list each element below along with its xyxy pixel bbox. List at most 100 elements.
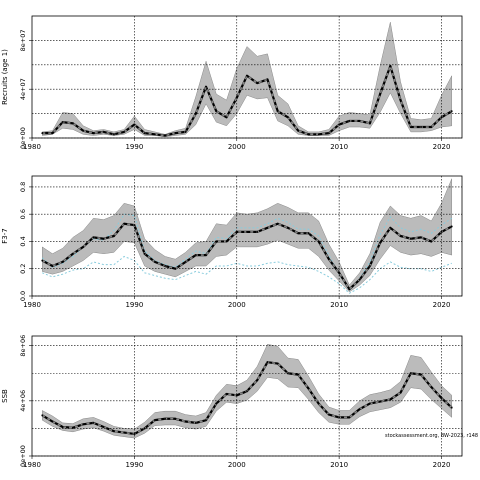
ssb-point <box>338 416 341 419</box>
fishing-mortality-point <box>82 246 85 248</box>
fishing-mortality-y-tick-label: 0.2 <box>19 264 27 274</box>
ssb-point <box>399 391 402 394</box>
fishing-mortality-point <box>92 236 95 239</box>
ssb-point <box>225 393 228 395</box>
fishing-mortality-point <box>235 231 238 233</box>
recruits-confidence-band <box>41 22 453 138</box>
fishing-mortality-point <box>205 254 207 256</box>
ssb-point <box>297 373 300 376</box>
recruits-y-tick-label: 8e+07 <box>19 29 27 51</box>
ssb-point <box>358 408 361 411</box>
ssb-point <box>133 433 136 435</box>
fishing-mortality-point <box>430 240 433 243</box>
recruits-point <box>133 123 136 126</box>
ssb-plot-frame <box>31 335 463 457</box>
ssb-point <box>184 420 187 423</box>
fishing-mortality-confidence-band <box>41 178 453 293</box>
ssb-point <box>123 431 126 434</box>
watermark: stockassessment.org, BW-2023, r148 <box>385 433 478 439</box>
fishing-mortality-point <box>72 252 74 255</box>
recruits-point <box>184 131 187 133</box>
fishing-mortality-point <box>225 240 228 243</box>
fishing-mortality-point <box>399 235 402 237</box>
recruits-point <box>246 74 248 77</box>
recruits-point <box>389 65 392 67</box>
recruits-point <box>215 110 218 113</box>
recruits-x-tick-label: 2010 <box>330 143 348 151</box>
fishing-mortality-point <box>450 225 453 228</box>
recruits-x-tick-label: 1980 <box>23 143 41 151</box>
fishing-mortality-point <box>338 271 341 274</box>
fishing-mortality-y-tick-label: 0.0 <box>19 291 27 301</box>
recruits-point <box>153 133 156 136</box>
recruits-point <box>72 122 74 125</box>
fishing-mortality-point <box>41 259 44 262</box>
recruits-point <box>440 116 443 119</box>
ssb-point <box>51 420 54 423</box>
recruits-point <box>409 126 412 128</box>
fishing-mortality-obs-lower-line <box>42 255 452 294</box>
ssb-point <box>409 372 412 375</box>
recruits-point <box>174 132 177 135</box>
fishing-mortality-point <box>143 252 146 255</box>
recruits-point <box>420 126 422 128</box>
ssb-point <box>235 394 238 397</box>
recruits-point <box>266 78 269 81</box>
fishing-mortality-point <box>215 240 218 243</box>
fishing-mortality-plot-frame <box>31 175 463 297</box>
fishing-mortality-panel: 1980 1990 2000 2010 2020 0.0 0.2 0.4 0.6 0.8 F3-7 <box>1 175 463 309</box>
recruits-point <box>164 134 166 137</box>
recruits-point <box>41 132 44 135</box>
fishing-mortality-point <box>61 261 64 263</box>
ssb-point <box>317 402 320 405</box>
fishing-mortality-point <box>358 278 361 281</box>
ssb-point <box>164 417 166 420</box>
recruits-point <box>194 112 197 115</box>
recruits-point <box>51 132 54 135</box>
recruits-x-tick-label: 2020 <box>433 143 451 151</box>
ssb-point <box>174 417 177 420</box>
ssb-point <box>41 414 44 417</box>
recruits-point <box>379 93 381 95</box>
recruits-point <box>358 120 361 122</box>
fishing-mortality-point <box>51 265 54 267</box>
fishing-mortality-point <box>184 261 187 263</box>
ssb-point <box>276 362 279 365</box>
fishing-mortality-y-tick-label: 0.6 <box>19 209 27 219</box>
recruits-y-tick-label: 0e+00 <box>19 127 27 149</box>
ssb-x-tick-label: 1990 <box>125 461 143 469</box>
recruits-point <box>113 133 115 136</box>
ssb-y-tick-label: 0e+00 <box>19 445 27 467</box>
fishing-mortality-point <box>297 232 300 235</box>
fishing-mortality-point <box>266 226 269 229</box>
recruits-point <box>297 129 300 132</box>
fishing-mortality-point <box>420 236 422 239</box>
ssb-point <box>246 390 248 393</box>
ssb-point <box>379 400 381 403</box>
fishing-mortality-x-tick-label: 1990 <box>125 301 143 309</box>
recruits-point <box>205 85 207 88</box>
recruits-point <box>225 116 228 119</box>
fishing-mortality-point <box>287 226 289 229</box>
ssb-point <box>287 372 289 375</box>
recruits-point <box>256 82 259 84</box>
ssb-panel: 1980 1990 2000 2010 2020 0e+00 4e+06 8e+06 SSB <box>1 335 463 469</box>
ssb-point <box>205 419 207 422</box>
ssb-point <box>153 419 156 422</box>
recruits-point <box>92 132 95 135</box>
ssb-point <box>61 426 64 428</box>
ssb-y-tick-label: 8e+06 <box>19 335 27 357</box>
fishing-mortality-point <box>328 258 330 261</box>
fishing-mortality-point <box>348 288 351 291</box>
ssb-y-axis-label: SSB <box>1 389 9 403</box>
ssb-point <box>102 426 105 428</box>
recruits-point <box>399 99 402 102</box>
ssb-point <box>368 402 371 405</box>
ssb-point <box>256 379 259 382</box>
ssb-x-tick-label: 2010 <box>330 461 348 469</box>
recruits-point <box>276 110 279 113</box>
fishing-mortality-y-axis-label: F3-7 <box>1 228 9 243</box>
ssb-point <box>194 421 197 424</box>
ssb-point <box>389 398 392 401</box>
fishing-mortality-point <box>307 232 310 235</box>
